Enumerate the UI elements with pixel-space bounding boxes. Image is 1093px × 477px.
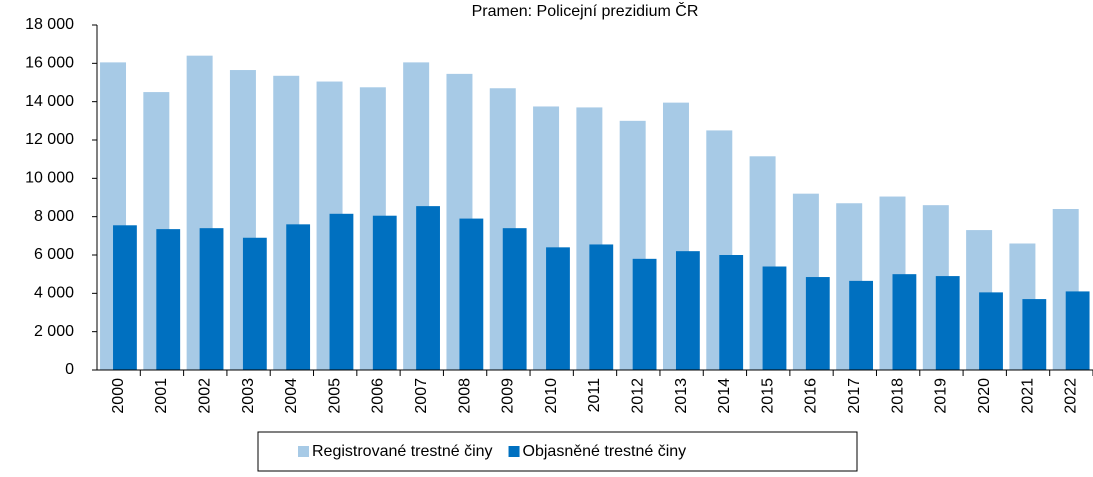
legend-label: Registrované trestné činy — [312, 443, 493, 460]
bar — [546, 247, 570, 370]
x-tick-label: 2011 — [586, 378, 603, 413]
y-tick-label: 4 000 — [34, 285, 74, 302]
bar — [199, 228, 224, 370]
legend-label: Objasněné trestné činy — [523, 443, 687, 460]
x-tick-label: 2005 — [326, 378, 343, 414]
x-tick-label: 2020 — [976, 378, 993, 414]
bar — [719, 255, 744, 370]
x-tick-label: 2010 — [543, 378, 560, 414]
x-tick-label: 2021 — [1019, 378, 1036, 414]
x-tick-label: 2016 — [803, 378, 820, 414]
bar — [979, 292, 1003, 370]
bar — [1022, 299, 1047, 370]
y-tick-label: 18 000 — [25, 16, 74, 33]
bar — [416, 206, 440, 370]
bar — [329, 213, 354, 370]
bar — [1065, 291, 1090, 370]
bar — [675, 251, 700, 370]
bar — [849, 280, 874, 370]
legend-box — [257, 431, 858, 472]
x-tick-label: 2007 — [413, 378, 430, 414]
x-tick-label: 2013 — [673, 378, 690, 414]
bar — [589, 244, 614, 370]
y-tick-label: 16 000 — [25, 55, 74, 72]
x-tick-label: 2008 — [456, 378, 473, 414]
y-tick-label: 10 000 — [25, 170, 74, 187]
bar — [372, 215, 397, 370]
y-tick-label: 12 000 — [25, 131, 74, 148]
x-tick-label: 2000 — [110, 378, 127, 414]
y-tick-label: 2 000 — [34, 323, 74, 340]
x-tick-label: 2012 — [630, 378, 647, 414]
y-tick-label: 8 000 — [34, 208, 74, 225]
y-tick-label: 0 — [65, 361, 74, 378]
bar — [892, 274, 917, 370]
bar — [762, 266, 787, 370]
x-tick-label: 2006 — [370, 378, 387, 414]
x-tick-label: 2002 — [196, 378, 213, 414]
x-tick-label: 2015 — [759, 378, 776, 414]
x-tick-label: 2003 — [240, 378, 257, 414]
bar — [502, 228, 527, 370]
x-tick-label: 2014 — [716, 378, 733, 414]
legend-swatch — [298, 446, 309, 457]
chart-title: Pramen: Policejní prezidium ČR — [472, 1, 699, 20]
x-tick-label: 2022 — [1063, 378, 1080, 414]
x-tick-label: 2017 — [846, 378, 863, 414]
x-tick-label: 2019 — [933, 378, 950, 414]
x-tick-label: 2004 — [283, 378, 300, 414]
bar — [113, 225, 137, 370]
legend-swatch — [508, 446, 520, 457]
x-tick-label: 2018 — [889, 378, 906, 414]
bar — [459, 218, 484, 370]
y-tick-label: 14 000 — [25, 93, 74, 110]
bar — [286, 224, 311, 370]
bar — [632, 258, 657, 370]
x-tick-label: 2001 — [153, 378, 170, 414]
y-tick-label: 6 000 — [34, 246, 74, 263]
x-tick-label: 2009 — [500, 378, 517, 414]
bar — [156, 229, 181, 370]
bar — [242, 237, 267, 370]
bar — [935, 276, 960, 370]
bar — [805, 277, 830, 370]
